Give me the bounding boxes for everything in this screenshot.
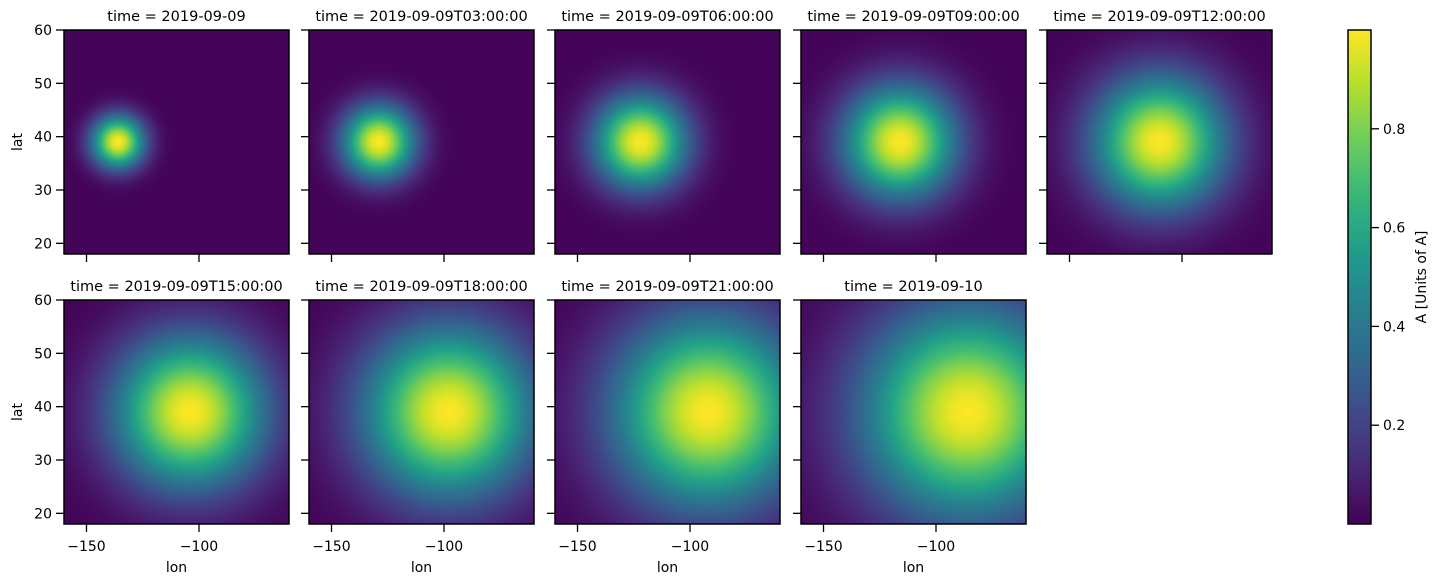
facet-panel: time = 2019-09-09T03:00:00 xyxy=(301,9,535,262)
panel-frame xyxy=(1046,29,1273,255)
panel-frame xyxy=(800,299,1027,525)
colorbar-label: A [Units of A] xyxy=(1414,231,1430,324)
y-tick-label: 40 xyxy=(34,130,52,146)
heatmap-field xyxy=(309,300,534,524)
y-tick-label: 30 xyxy=(34,183,52,199)
facet-panel: time = 2019-09-09T21:00:00 −150 −100 lon xyxy=(547,279,781,576)
heatmap-field xyxy=(64,30,289,254)
y-tick-label: 50 xyxy=(34,76,52,92)
y-axis-label: lat xyxy=(10,403,26,421)
x-tick-label: −150 xyxy=(312,539,350,555)
y-tick-label: 40 xyxy=(34,400,52,416)
panel-frame xyxy=(800,29,1027,255)
x-tick-label: −100 xyxy=(180,539,218,555)
facet-panel: time = 2019-09-09T18:00:00 −150 −100 lon xyxy=(301,279,535,576)
y-tick-label: 20 xyxy=(34,236,52,252)
colorbar-tick-label: 0.6 xyxy=(1383,221,1405,237)
panel-title: time = 2019-09-09T03:00:00 xyxy=(315,9,527,25)
x-axis-label: lon xyxy=(903,560,924,576)
colorbar: 0.2 0.4 0.6 0.8 A [Units of A] xyxy=(1347,29,1430,525)
x-tick-label: −150 xyxy=(804,539,842,555)
facet-panel: time = 2019-09-09T09:00:00 xyxy=(793,9,1027,262)
panel-title: time = 2019-09-09 xyxy=(107,9,245,25)
x-tick-label: −150 xyxy=(558,539,596,555)
colorbar-tick-label: 0.4 xyxy=(1383,319,1405,335)
y-axis-label: lat xyxy=(10,133,26,151)
facet-panel: time = 2019-09-09T12:00:00 xyxy=(1039,9,1273,262)
x-tick-label: −100 xyxy=(671,539,709,555)
x-tick-label: −100 xyxy=(917,539,955,555)
heatmap-field xyxy=(64,300,289,524)
x-axis-label: lon xyxy=(411,560,432,576)
panel-title: time = 2019-09-09T06:00:00 xyxy=(561,9,773,25)
colorbar-tick-label: 0.8 xyxy=(1383,122,1405,138)
y-tick-label: 30 xyxy=(34,453,52,469)
panel-title: time = 2019-09-09T12:00:00 xyxy=(1053,9,1265,25)
facet-panel: time = 2019-09-10 −150 −100 lon xyxy=(793,279,1027,576)
panel-frame xyxy=(63,299,290,525)
heatmap-field xyxy=(309,30,534,254)
y-tick-label: 60 xyxy=(34,293,52,309)
heatmap-field xyxy=(1047,30,1272,254)
panel-frame xyxy=(308,299,535,525)
x-tick-label: −100 xyxy=(425,539,463,555)
panel-frame xyxy=(554,299,781,525)
heatmap-field xyxy=(555,300,780,524)
facet-panel: time = 2019-09-09T15:00:00 20 30 40 50 60 −150… xyxy=(10,279,290,576)
panel-frame xyxy=(308,29,535,255)
x-axis-label: lon xyxy=(657,560,678,576)
y-tick-label: 20 xyxy=(34,506,52,522)
colorbar-gradient xyxy=(1348,30,1371,524)
facet-panel: time = 2019-09-09T06:00:00 xyxy=(547,9,781,262)
heatmap-field xyxy=(801,300,1026,524)
panel-frame xyxy=(554,29,781,255)
facet-panel: time = 2019-09-09 20 30 40 50 60 lat xyxy=(10,9,290,262)
colorbar-tick-label: 0.2 xyxy=(1383,418,1405,434)
panel-frame xyxy=(63,29,290,255)
panel-title: time = 2019-09-09T15:00:00 xyxy=(70,279,282,295)
panel-title: time = 2019-09-09T09:00:00 xyxy=(807,9,1019,25)
y-tick-label: 60 xyxy=(34,23,52,39)
panel-title: time = 2019-09-10 xyxy=(844,279,982,295)
colorbar-frame xyxy=(1347,29,1372,525)
heatmap-field xyxy=(801,30,1026,254)
panel-title: time = 2019-09-09T21:00:00 xyxy=(561,279,773,295)
x-tick-label: −150 xyxy=(67,539,105,555)
heatmap-field xyxy=(555,30,780,254)
y-tick-label: 50 xyxy=(34,346,52,362)
panel-title: time = 2019-09-09T18:00:00 xyxy=(315,279,527,295)
x-axis-label: lon xyxy=(166,560,187,576)
